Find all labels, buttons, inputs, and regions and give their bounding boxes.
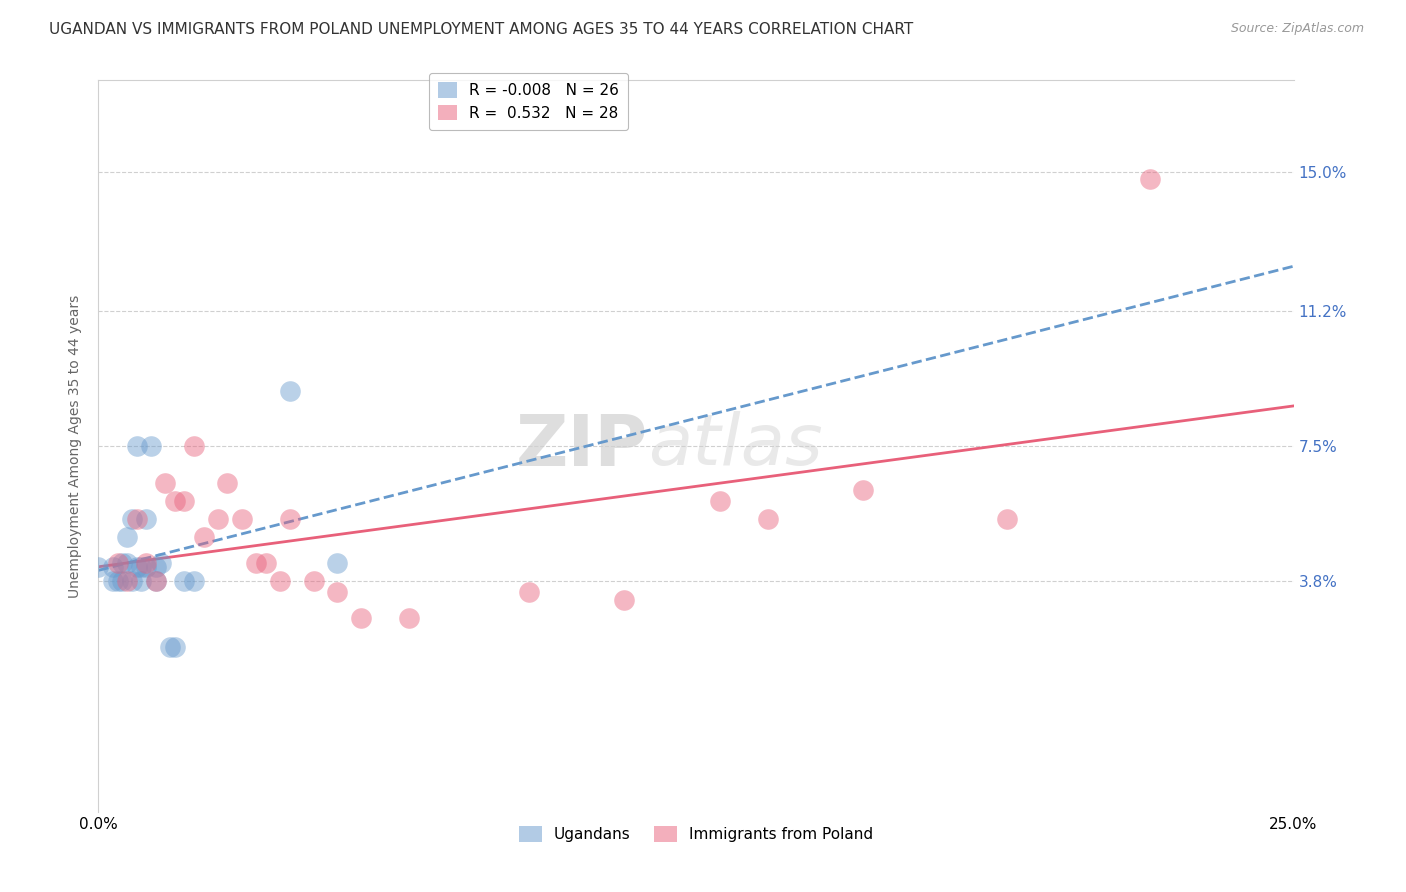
Point [87, 559, 110, 574]
Point [135, 556, 157, 570]
Point [121, 512, 143, 526]
Point [125, 559, 148, 574]
Text: Source: ZipAtlas.com: Source: ZipAtlas.com [1230, 22, 1364, 36]
Text: UGANDAN VS IMMIGRANTS FROM POLAND UNEMPLOYMENT AMONG AGES 35 TO 44 YEARS CORRELA: UGANDAN VS IMMIGRANTS FROM POLAND UNEMPL… [49, 22, 914, 37]
Point [155, 475, 177, 490]
Point [115, 574, 138, 589]
Point [254, 556, 277, 570]
Point [207, 512, 229, 526]
Point [125, 512, 148, 526]
Point [173, 494, 195, 508]
Point [125, 439, 148, 453]
Point [269, 574, 291, 589]
Point [193, 530, 215, 544]
Point [326, 585, 349, 599]
Text: ZIP: ZIP [516, 411, 648, 481]
Point [217, 475, 239, 490]
Point [115, 556, 138, 570]
Point [278, 384, 301, 398]
Point [107, 556, 129, 570]
Point [101, 574, 124, 589]
Point [326, 556, 349, 570]
Point [517, 585, 540, 599]
Point [995, 512, 1018, 526]
Point [149, 556, 172, 570]
Legend: Ugandans, Immigrants from Poland: Ugandans, Immigrants from Poland [513, 820, 879, 848]
Point [121, 574, 143, 589]
Point [163, 494, 186, 508]
Point [163, 640, 186, 655]
Point [145, 574, 167, 589]
Point [131, 559, 153, 574]
Text: atlas: atlas [648, 411, 823, 481]
Point [302, 574, 325, 589]
Point [350, 611, 373, 625]
Point [613, 592, 636, 607]
Point [756, 512, 779, 526]
Point [111, 556, 134, 570]
Point [183, 574, 205, 589]
Point [111, 574, 134, 589]
Point [852, 483, 875, 497]
Point [709, 494, 731, 508]
Point [159, 640, 181, 655]
Point [115, 530, 138, 544]
Point [398, 611, 420, 625]
Point [183, 439, 205, 453]
Point [131, 574, 153, 589]
Point [173, 574, 195, 589]
Point [145, 559, 167, 574]
Point [145, 574, 167, 589]
Point [139, 439, 162, 453]
Point [231, 512, 253, 526]
Point [245, 556, 267, 570]
Point [101, 559, 124, 574]
Point [135, 512, 157, 526]
Point [278, 512, 301, 526]
Point [135, 559, 157, 574]
Point [1139, 172, 1161, 186]
Y-axis label: Unemployment Among Ages 35 to 44 years: Unemployment Among Ages 35 to 44 years [69, 294, 83, 598]
Point [107, 574, 129, 589]
